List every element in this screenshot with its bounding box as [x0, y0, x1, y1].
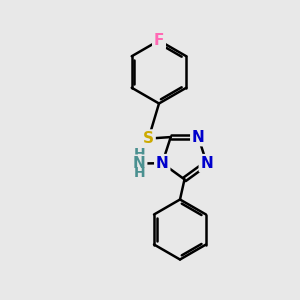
Text: N: N	[133, 156, 146, 171]
Text: N: N	[200, 156, 213, 171]
Text: N: N	[192, 130, 205, 145]
Text: N: N	[156, 156, 169, 171]
Text: H: H	[134, 147, 145, 161]
Text: S: S	[143, 131, 154, 146]
Text: F: F	[154, 33, 164, 48]
Text: H: H	[134, 166, 145, 180]
